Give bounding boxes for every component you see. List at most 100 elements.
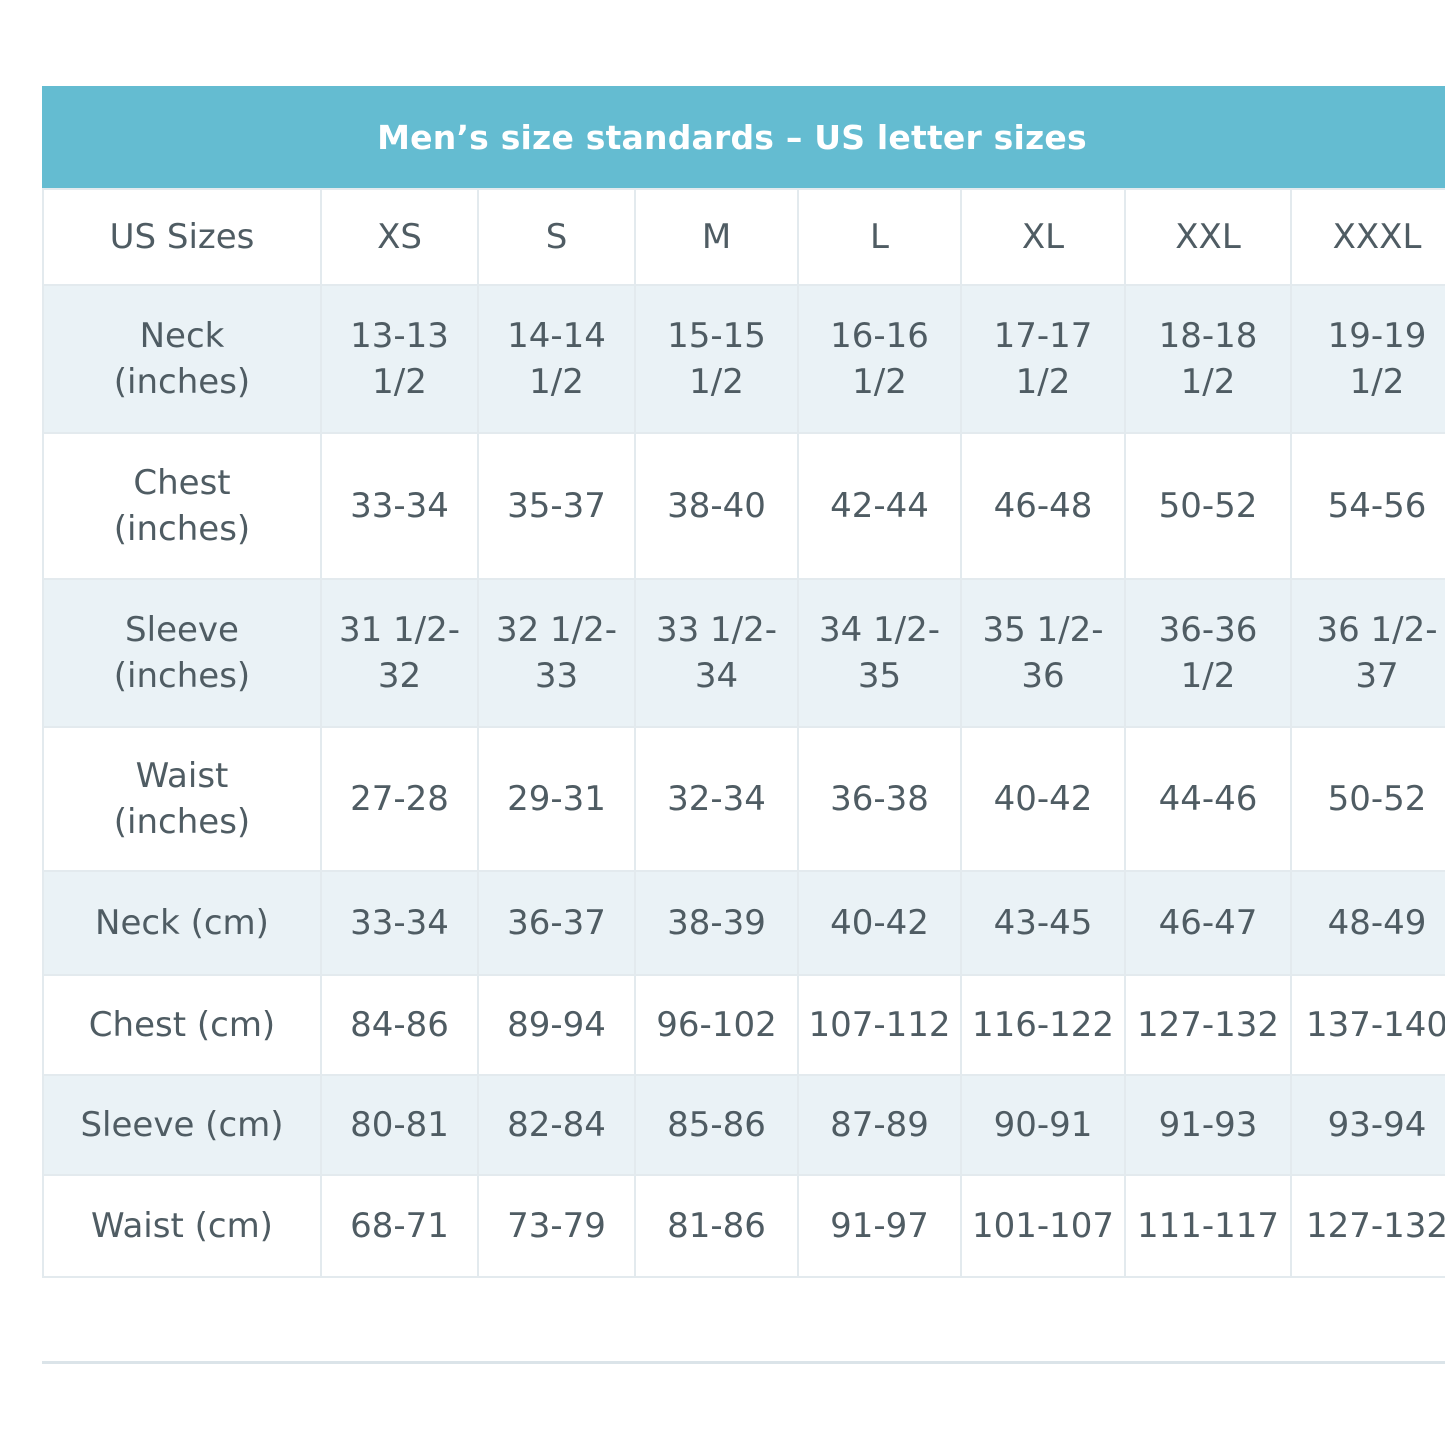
size-table: US Sizes XS S M L XL XXL XXXL Neck (inche… <box>42 188 1445 1278</box>
value-text: 32-34 <box>667 779 766 819</box>
value-text: 16-16 <box>830 316 929 356</box>
row-label-text: (inches) <box>113 509 251 549</box>
value-cell: 96-102 <box>634 974 799 1076</box>
row-label-text: Waist (cm) <box>91 1206 273 1246</box>
value-cell: 38-40 <box>634 432 799 580</box>
value-text: 34 1/2- <box>818 610 941 650</box>
value-cell: 116-122 <box>960 974 1126 1076</box>
size-header-cell: L <box>797 188 962 286</box>
value-text: 116-122 <box>971 1005 1115 1045</box>
size-header-cell: XXXL <box>1290 188 1445 286</box>
row-label-cell: Waist (cm) <box>42 1174 322 1278</box>
value-cell: 101-107 <box>960 1174 1126 1278</box>
value-cell: 85-86 <box>634 1074 799 1176</box>
table-row: Sleeve (cm) 80-81 82-84 85-86 87-89 90-91 91-9… <box>42 1074 1445 1176</box>
value-text: 32 1/2- <box>495 610 618 650</box>
value-text: 15-15 <box>667 316 766 356</box>
row-label-text: (inches) <box>113 656 251 696</box>
value-cell: 33-34 <box>320 432 479 580</box>
value-text: 40-42 <box>830 903 929 943</box>
value-text: 82-84 <box>507 1105 606 1145</box>
value-cell: 42-44 <box>797 432 962 580</box>
value-text: 127-132 <box>1136 1005 1280 1045</box>
table-row: Chest (inches) 33-34 35-37 38-40 42-44 46-48 50… <box>42 432 1445 580</box>
size-chart: Men’s size standards – US letter sizes U… <box>42 86 1445 1278</box>
value-cell: 48-49 <box>1290 870 1445 976</box>
table-row: Neck (cm) 33-34 36-37 38-39 40-42 43-45 46-47 4… <box>42 870 1445 976</box>
value-cell: 36-36 1/2 <box>1124 578 1292 728</box>
value-text: 36 <box>1021 656 1065 696</box>
size-header-cell: M <box>634 188 799 286</box>
value-text: 54-56 <box>1327 486 1427 526</box>
value-text: 38-39 <box>667 903 766 943</box>
value-cell: 13-13 1/2 <box>320 284 479 434</box>
value-text: 73-79 <box>507 1206 606 1246</box>
value-text: 90-91 <box>993 1105 1093 1145</box>
value-text: 29-31 <box>507 779 606 819</box>
value-text: 31 1/2- <box>338 610 461 650</box>
row-label-cell: Chest (cm) <box>42 974 322 1076</box>
table-row: Neck (inches) 13-13 1/2 14-14 1/2 15-15 1/2 16-1… <box>42 284 1445 434</box>
value-cell: 29-31 <box>477 726 636 872</box>
value-cell: 54-56 <box>1290 432 1445 580</box>
row-label-text: Chest <box>133 463 231 503</box>
row-label-cell: Chest (inches) <box>42 432 322 580</box>
value-text: 17-17 <box>993 316 1093 356</box>
table-row: Waist (cm) 68-71 73-79 81-86 91-97 101-107 111… <box>42 1174 1445 1278</box>
value-cell: 36-38 <box>797 726 962 872</box>
value-cell: 40-42 <box>797 870 962 976</box>
value-cell: 17-17 1/2 <box>960 284 1126 434</box>
value-cell: 31 1/2- 32 <box>320 578 479 728</box>
value-text: 1/2 <box>1180 362 1236 402</box>
table-row: Chest (cm) 84-86 89-94 96-102 107-112 116-122… <box>42 974 1445 1076</box>
value-text: 96-102 <box>656 1005 777 1045</box>
value-text: 13-13 <box>350 316 449 356</box>
value-text: 40-42 <box>993 779 1093 819</box>
value-text: 33-34 <box>350 903 449 943</box>
value-text: 34 <box>694 656 739 696</box>
value-cell: 137-140 <box>1290 974 1445 1076</box>
value-text: 1/2 <box>852 362 907 402</box>
size-header-cell: XXL <box>1124 188 1292 286</box>
value-text: 32 <box>377 656 422 696</box>
value-text: 46-48 <box>993 486 1093 526</box>
value-text: 42-44 <box>830 486 929 526</box>
value-cell: 46-48 <box>960 432 1126 580</box>
value-text: 137-140 <box>1305 1005 1445 1045</box>
value-text: 68-71 <box>350 1206 449 1246</box>
table-row: Sleeve (inches) 31 1/2- 32 32 1/2- 33 33 1/2- 3… <box>42 578 1445 728</box>
value-text: 35-37 <box>507 486 606 526</box>
value-text: 1/2 <box>1349 362 1405 402</box>
value-text: 19-19 <box>1327 316 1427 356</box>
value-text: 36-37 <box>507 903 606 943</box>
row-label-text: Neck (cm) <box>95 903 269 943</box>
row-label-text: Waist <box>135 756 229 796</box>
value-text: 1/2 <box>529 362 584 402</box>
value-cell: 19-19 1/2 <box>1290 284 1445 434</box>
value-cell: 33 1/2- 34 <box>634 578 799 728</box>
value-text: 81-86 <box>667 1206 766 1246</box>
value-text: 14-14 <box>507 316 606 356</box>
value-text: 50-52 <box>1327 779 1427 819</box>
value-cell: 127-132 <box>1290 1174 1445 1278</box>
value-cell: 87-89 <box>797 1074 962 1176</box>
value-text: 33 1/2- <box>655 610 778 650</box>
value-cell: 33-34 <box>320 870 479 976</box>
size-table-body: US Sizes XS S M L XL XXL XXXL Neck (inche… <box>42 188 1445 1278</box>
row-label-text: (inches) <box>113 362 251 402</box>
value-cell: 107-112 <box>797 974 962 1076</box>
value-text: 1/2 <box>1015 362 1071 402</box>
value-text: 91-93 <box>1158 1105 1258 1145</box>
value-cell: 82-84 <box>477 1074 636 1176</box>
value-cell: 36-37 <box>477 870 636 976</box>
value-cell: 34 1/2- 35 <box>797 578 962 728</box>
value-text: 93-94 <box>1327 1105 1427 1145</box>
value-text: 85-86 <box>667 1105 766 1145</box>
value-cell: 35 1/2- 36 <box>960 578 1126 728</box>
value-cell: 44-46 <box>1124 726 1292 872</box>
row-label-text: (inches) <box>113 802 251 842</box>
value-cell: 14-14 1/2 <box>477 284 636 434</box>
row-label-cell: Sleeve (cm) <box>42 1074 322 1176</box>
value-text: 87-89 <box>830 1105 929 1145</box>
value-text: 33-34 <box>350 486 449 526</box>
